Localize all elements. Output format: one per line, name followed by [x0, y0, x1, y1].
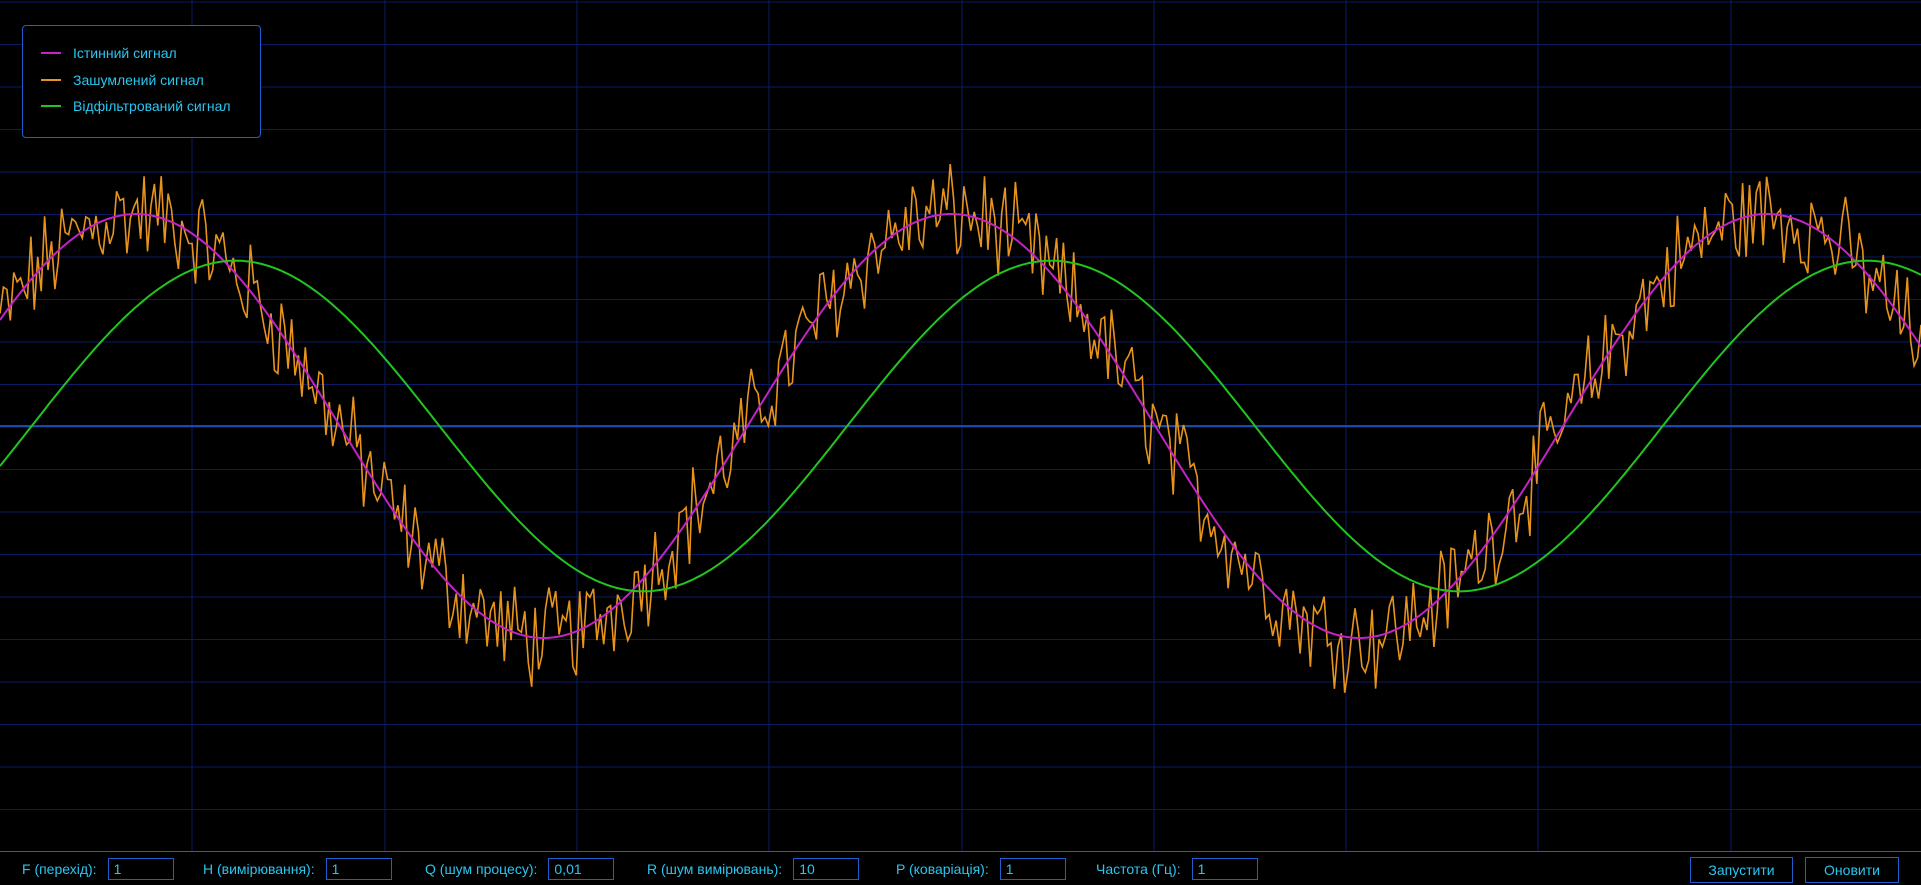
r-label: R (шум вимірювань): — [647, 861, 783, 877]
legend-item-noisy-signal: Зашумлений сигнал — [23, 67, 260, 94]
start-button[interactable]: Запустити — [1690, 857, 1793, 883]
control-frequency: Частота (Гц): — [1096, 857, 1258, 881]
frequency-input[interactable] — [1191, 858, 1258, 880]
control-q: Q (шум процесу): — [425, 857, 615, 881]
chart-grid — [0, 0, 1921, 851]
f-label: F (перехід): — [22, 861, 97, 877]
h-input[interactable] — [325, 858, 392, 880]
legend-swatch-true — [41, 52, 61, 55]
control-p: P (коваріація): — [896, 857, 1066, 881]
legend-label-true: Істинний сигнал — [73, 45, 177, 62]
legend-swatch-filtered — [41, 105, 61, 108]
control-f: F (перехід): — [22, 857, 174, 881]
noisy-signal-line — [0, 163, 1921, 693]
control-h: H (вимірювання): — [203, 857, 392, 881]
p-label: P (коваріація): — [896, 861, 989, 877]
h-label: H (вимірювання): — [203, 861, 315, 877]
filtered-signal-line — [0, 259, 1921, 593]
legend-label-filtered: Відфільтрований сигнал — [73, 98, 231, 115]
signal-chart — [0, 0, 1921, 851]
legend-item-true-signal: Істинний сигнал — [23, 40, 260, 67]
q-input[interactable] — [548, 858, 615, 880]
control-panel: F (перехід): H (вимірювання): Q (шум про… — [0, 851, 1921, 885]
true-signal-line — [0, 212, 1921, 640]
update-button[interactable]: Оновити — [1805, 857, 1899, 883]
r-input[interactable] — [793, 858, 860, 880]
control-r: R (шум вимірювань): — [647, 857, 860, 881]
legend-swatch-noisy — [41, 78, 61, 81]
legend-label-noisy: Зашумлений сигнал — [73, 71, 204, 88]
f-input[interactable] — [107, 858, 174, 880]
q-label: Q (шум процесу): — [425, 861, 538, 877]
legend-item-filtered-signal: Відфільтрований сигнал — [23, 93, 260, 120]
chart-legend: Істинний сигнал Зашумлений сигнал Відфіл… — [22, 25, 261, 138]
p-input[interactable] — [999, 858, 1066, 880]
frequency-label: Частота (Гц): — [1096, 861, 1181, 877]
